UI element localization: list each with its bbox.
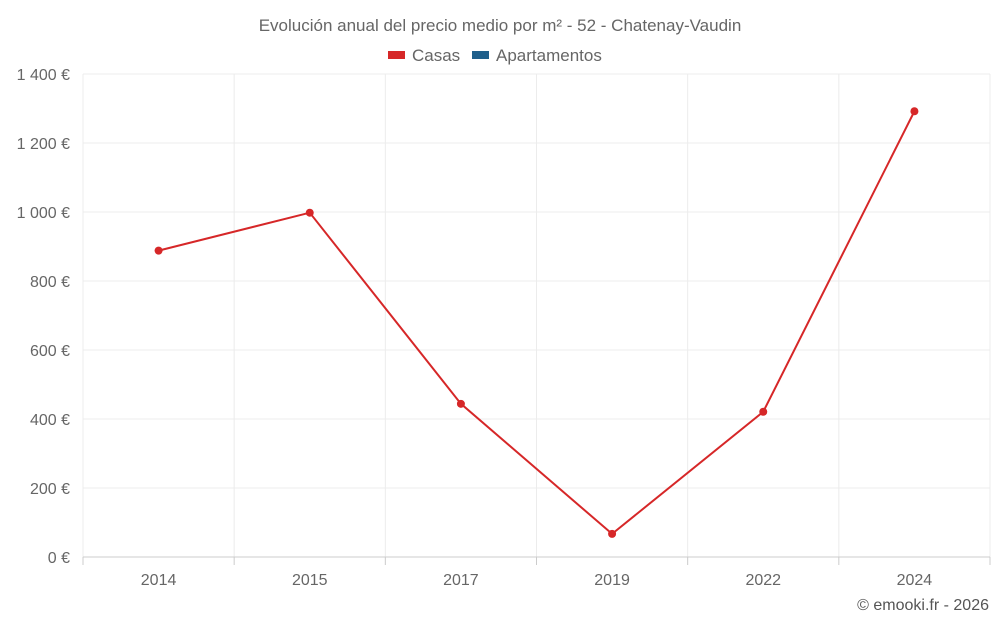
legend-swatch-apartamentos[interactable]: [472, 51, 489, 59]
x-tick-label: 2019: [594, 572, 630, 589]
legend-label-apartamentos[interactable]: Apartamentos: [496, 46, 602, 65]
data-point-casas[interactable]: [305, 208, 314, 217]
data-point-casas[interactable]: [154, 246, 163, 255]
axes: 0 € 200 € 400 € 600 € 800 € 1 000 € 1 200 € 1 4…: [17, 67, 991, 589]
series-layer: [154, 107, 919, 538]
series-line-casas: [158, 110, 916, 536]
data-point-casas[interactable]: [910, 107, 919, 116]
legend: Casas Apartamentos: [388, 46, 602, 65]
data-point-casas[interactable]: [456, 399, 465, 408]
x-tick-label: 2017: [443, 572, 479, 589]
credit-text: © emooki.fr - 2026: [857, 597, 989, 614]
x-tick-label: 2015: [292, 572, 328, 589]
y-tick-label: 200 €: [30, 481, 70, 498]
chart-title: Evolución anual del precio medio por m² …: [259, 16, 742, 35]
y-tick-label: 400 €: [30, 412, 70, 429]
y-tick-label: 1 000 €: [17, 205, 70, 222]
y-tick-label: 0 €: [48, 550, 70, 567]
legend-label-casas[interactable]: Casas: [412, 46, 460, 65]
legend-swatch-casas[interactable]: [388, 51, 405, 59]
y-tick-label: 1 200 €: [17, 136, 70, 153]
y-tick-label: 600 €: [30, 343, 70, 360]
x-tick-label: 2024: [897, 572, 933, 589]
x-tick-label: 2014: [141, 572, 177, 589]
x-tick-label: 2022: [745, 572, 781, 589]
y-tick-label: 1 400 €: [17, 67, 70, 84]
y-tick-label: 800 €: [30, 274, 70, 291]
data-point-casas[interactable]: [759, 407, 768, 416]
grid: [82, 73, 991, 557]
data-point-casas[interactable]: [608, 529, 617, 538]
